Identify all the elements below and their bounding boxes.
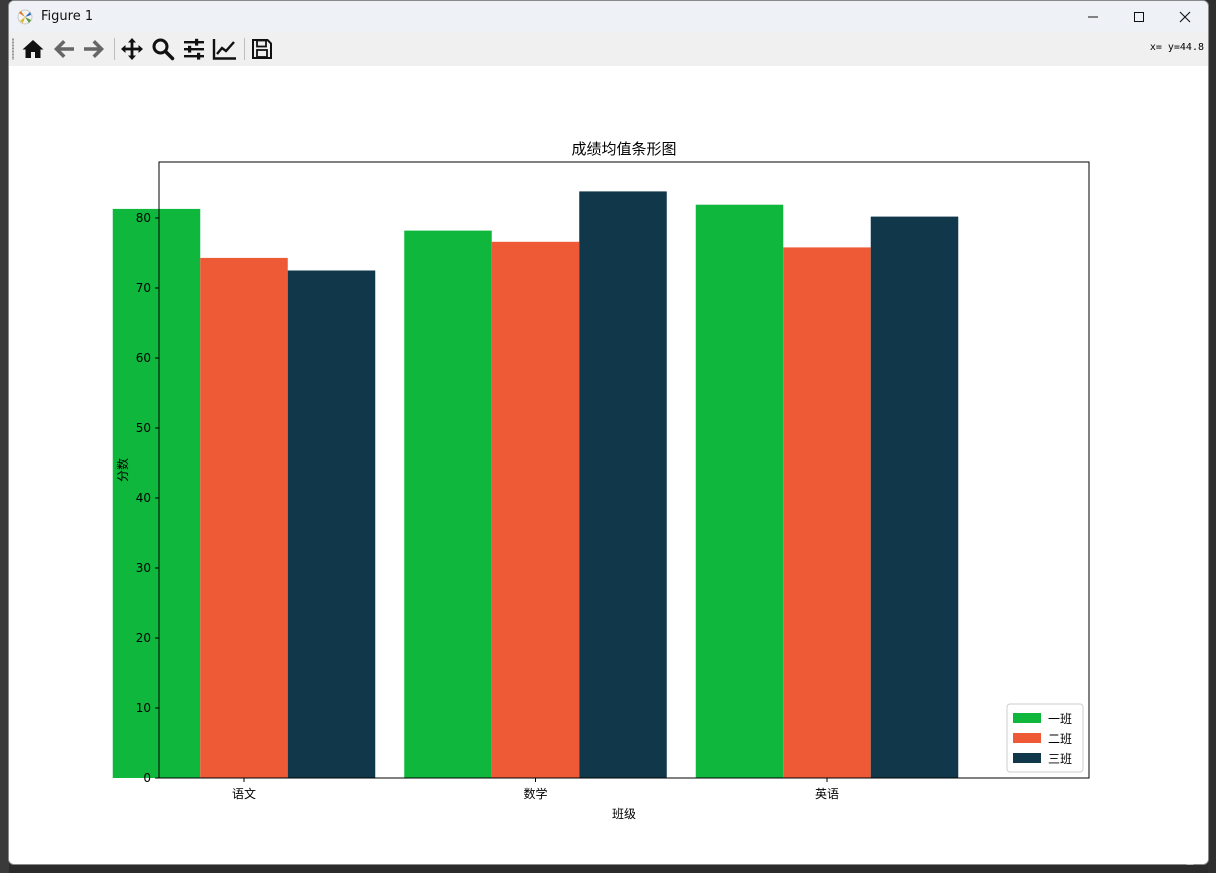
- figure-window: Figure 1: [8, 0, 1209, 865]
- legend-swatch: [1013, 733, 1041, 743]
- bar-2-3: [783, 247, 871, 778]
- cursor-coordinate-readout: x= y=44.8: [1149, 42, 1204, 53]
- line-chart-icon: [212, 39, 236, 60]
- navigation-toolbar: x= y=44.8: [9, 32, 1208, 67]
- bar-2-2: [491, 241, 580, 779]
- legend-label: 三班: [1048, 752, 1072, 766]
- edit-axes-button[interactable]: [212, 36, 238, 62]
- plot-frame: [158, 161, 1090, 779]
- back-button[interactable]: [51, 36, 77, 62]
- y-tick-label: 80: [136, 211, 151, 225]
- bar-3-1: [287, 270, 376, 778]
- bar-3-3: [870, 216, 959, 779]
- y-tick-label: 70: [136, 281, 151, 295]
- y-tick-label: 40: [136, 491, 151, 505]
- legend-label: 二班: [1048, 732, 1072, 746]
- toolbar-separator: [114, 38, 115, 60]
- zoom-button[interactable]: [150, 36, 176, 62]
- arrow-right-icon: [84, 40, 104, 58]
- sliders-icon: [184, 38, 204, 60]
- arrow-left-icon: [54, 40, 74, 58]
- title-bar: Figure 1: [9, 1, 1208, 32]
- legend-swatch: [1013, 713, 1041, 723]
- y-axis-label: 分数: [115, 458, 130, 482]
- x-tick-label: 语文: [232, 786, 256, 801]
- subplots-button[interactable]: [181, 36, 207, 62]
- x-tick-label: 数学: [523, 786, 547, 801]
- figure-canvas[interactable]: 0 10 20 30 40 50 60 70 80 语文 数学 英语 成绩均值条形图班级 分数一班二班三班: [9, 66, 1208, 864]
- y-tick-label: 60: [136, 351, 151, 365]
- home-icon: [22, 40, 44, 58]
- y-tick-label: 0: [143, 771, 151, 785]
- background-window-strip: [0, 0, 9, 873]
- home-button[interactable]: [20, 36, 46, 62]
- y-tick-label: 20: [136, 631, 151, 645]
- bar-3-2: [579, 191, 667, 778]
- matplotlib-app-icon: [17, 9, 33, 24]
- maximize-icon: [1134, 11, 1144, 22]
- legend-swatch: [1013, 753, 1041, 763]
- magnifier-icon: [152, 38, 175, 61]
- y-tick-label: 30: [136, 561, 151, 575]
- y-tick-label: 10: [136, 701, 151, 715]
- x-axis-label: 班级: [612, 807, 636, 821]
- save-button[interactable]: [249, 36, 275, 62]
- legend-label: 一班: [1048, 712, 1072, 726]
- move-icon: [121, 38, 143, 60]
- bar-1-3: [695, 204, 784, 778]
- toolbar-separator: [244, 38, 245, 60]
- forward-button[interactable]: [81, 36, 107, 62]
- floppy-icon: [252, 39, 272, 59]
- minimize-icon: [1088, 16, 1098, 17]
- watermark-text: CSDN @Robin_zd: [1105, 851, 1206, 865]
- window-title: Figure 1: [41, 9, 94, 24]
- bar-1-2: [404, 230, 492, 779]
- pan-button[interactable]: [119, 36, 145, 62]
- bar-1-1: [112, 208, 201, 778]
- background-window-strip-right: [1208, 0, 1216, 873]
- close-icon: [1179, 11, 1191, 22]
- y-tick-label: 50: [136, 421, 151, 435]
- bar-2-1: [200, 257, 288, 778]
- x-tick-label: 英语: [815, 787, 839, 801]
- chart-title: 成绩均值条形图: [571, 140, 676, 158]
- minimize-button[interactable]: [1070, 1, 1116, 32]
- toolbar-grip[interactable]: [12, 38, 14, 60]
- close-button[interactable]: [1162, 1, 1208, 32]
- maximize-button[interactable]: [1116, 1, 1162, 32]
